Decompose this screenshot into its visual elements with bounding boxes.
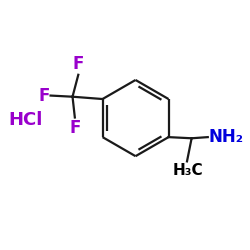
Text: F: F (38, 86, 50, 104)
Text: NH₂: NH₂ (209, 128, 244, 146)
Text: H₃C: H₃C (173, 163, 204, 178)
Text: F: F (69, 119, 80, 137)
Text: HCl: HCl (9, 112, 43, 130)
Text: F: F (72, 55, 84, 73)
